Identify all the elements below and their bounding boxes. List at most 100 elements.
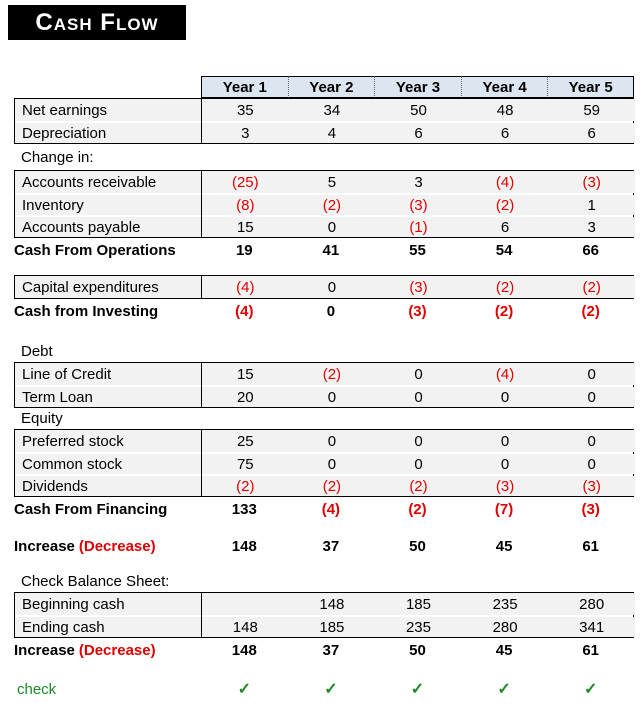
value-cell[interactable]: 3 — [202, 123, 289, 143]
column-header-cell[interactable]: Year 5 — [547, 76, 634, 98]
value-cell[interactable]: 185 — [375, 593, 462, 615]
value-cell[interactable]: 235 — [461, 593, 549, 615]
value-cell[interactable]: (3) — [548, 171, 635, 193]
row-label-cell[interactable]: Dividends — [15, 476, 202, 496]
column-header-cell[interactable]: Year 3 — [374, 76, 461, 98]
value-cell[interactable]: 0 — [375, 430, 462, 452]
column-header-cell[interactable]: Year 2 — [287, 76, 375, 98]
value-cell[interactable]: 235 — [375, 617, 462, 637]
total-label-cell[interactable]: Cash From Financing — [14, 497, 201, 521]
value-cell[interactable]: 0 — [461, 430, 549, 452]
row-label-cell[interactable]: Depreciation — [15, 123, 202, 143]
check-mark-cell[interactable]: ✓ — [374, 677, 461, 701]
total-value-cell[interactable]: 45 — [495, 641, 513, 659]
value-cell[interactable]: (2) — [288, 363, 376, 385]
value-cell[interactable]: 4 — [288, 123, 376, 143]
total-value-cell[interactable]: 45 — [495, 537, 513, 555]
value-cell[interactable]: 0 — [288, 454, 376, 474]
total-value-cell[interactable]: (4) — [321, 500, 341, 518]
total-value-cell[interactable]: 37 — [322, 537, 340, 555]
value-cell[interactable]: (8) — [202, 195, 289, 215]
value-cell[interactable]: 148 — [202, 617, 289, 637]
column-header-cell[interactable]: Year 4 — [460, 76, 548, 98]
value-cell[interactable]: (2) — [375, 476, 462, 496]
value-cell[interactable]: 341 — [548, 617, 635, 637]
value-cell[interactable]: 34 — [288, 99, 376, 121]
total-value-cell[interactable]: (4) — [235, 302, 254, 320]
total-value-cell[interactable]: 50 — [409, 641, 426, 659]
value-cell[interactable]: (3) — [375, 195, 462, 215]
row-label-cell[interactable]: Line of Credit — [15, 363, 202, 385]
section-label-cell[interactable]: Debt — [21, 342, 53, 360]
value-cell[interactable]: 0 — [375, 454, 462, 474]
value-cell[interactable]: (3) — [461, 476, 549, 496]
total-label-cell[interactable]: Increase (Decrease) — [14, 638, 201, 662]
value-cell[interactable]: 20 — [202, 387, 289, 407]
value-cell[interactable]: 0 — [288, 430, 376, 452]
value-cell[interactable]: 280 — [461, 617, 549, 637]
total-value-cell[interactable]: (2) — [408, 500, 427, 518]
value-cell[interactable]: 148 — [288, 593, 376, 615]
value-cell[interactable]: 0 — [461, 387, 549, 407]
total-value-cell[interactable]: (2) — [581, 302, 600, 320]
value-cell[interactable]: 0 — [288, 387, 376, 407]
value-cell[interactable]: 185 — [288, 617, 376, 637]
value-cell[interactable]: (2) — [288, 476, 376, 496]
value-cell[interactable]: 0 — [548, 430, 635, 452]
value-cell[interactable]: 6 — [461, 217, 549, 237]
check-mark-cell[interactable]: ✓ — [201, 677, 288, 701]
total-value-cell[interactable]: 66 — [582, 241, 600, 259]
value-cell[interactable]: 75 — [202, 454, 289, 474]
value-cell[interactable]: (3) — [375, 276, 462, 298]
value-cell[interactable]: 3 — [548, 217, 635, 237]
check-label-cell[interactable]: check — [17, 680, 57, 698]
value-cell[interactable]: 25 — [202, 430, 289, 452]
total-value-cell[interactable]: 61 — [582, 537, 600, 555]
value-cell[interactable] — [202, 593, 289, 615]
row-label-cell[interactable]: Beginning cash — [15, 593, 202, 615]
value-cell[interactable]: 3 — [375, 171, 462, 193]
value-cell[interactable]: 35 — [202, 99, 289, 121]
total-value-cell[interactable]: 0 — [326, 302, 336, 320]
value-cell[interactable]: 280 — [548, 593, 635, 615]
total-value-cell[interactable]: 54 — [495, 241, 513, 259]
total-label-cell[interactable]: Increase (Decrease) — [14, 534, 201, 558]
total-value-cell[interactable]: 61 — [582, 641, 600, 659]
value-cell[interactable]: 5 — [288, 171, 376, 193]
section-label-cell[interactable]: Change in: — [21, 148, 94, 166]
value-cell[interactable]: 0 — [548, 454, 635, 474]
row-label-cell[interactable]: Preferred stock — [15, 430, 202, 452]
total-value-cell[interactable]: (3) — [408, 302, 427, 320]
value-cell[interactable]: 50 — [375, 99, 462, 121]
value-cell[interactable]: 1 — [548, 195, 635, 215]
section-label-cell[interactable]: Equity — [21, 410, 63, 427]
value-cell[interactable]: (4) — [202, 276, 289, 298]
total-value-cell[interactable]: (7) — [494, 500, 514, 518]
total-value-cell[interactable]: 133 — [231, 500, 257, 518]
value-cell[interactable]: (4) — [461, 363, 549, 385]
total-value-cell[interactable]: 148 — [231, 641, 257, 659]
row-label-cell[interactable]: Inventory — [15, 195, 202, 215]
section-label-cell[interactable]: Check Balance Sheet: — [21, 572, 170, 590]
value-cell[interactable]: 0 — [548, 363, 635, 385]
value-cell[interactable]: 15 — [202, 217, 289, 237]
value-cell[interactable]: 0 — [461, 454, 549, 474]
value-cell[interactable]: 0 — [375, 387, 462, 407]
value-cell[interactable]: (1) — [375, 217, 462, 237]
value-cell[interactable]: 0 — [548, 387, 635, 407]
value-cell[interactable]: (2) — [548, 276, 635, 298]
value-cell[interactable]: (25) — [202, 171, 289, 193]
total-value-cell[interactable]: 50 — [409, 537, 426, 555]
row-label-cell[interactable]: Common stock — [15, 454, 202, 474]
value-cell[interactable]: (2) — [461, 276, 549, 298]
check-mark-cell[interactable]: ✓ — [461, 677, 548, 701]
total-value-cell[interactable]: 55 — [409, 241, 426, 259]
value-cell[interactable]: 15 — [202, 363, 289, 385]
value-cell[interactable]: 0 — [375, 363, 462, 385]
value-cell[interactable]: (4) — [461, 171, 549, 193]
total-value-cell[interactable]: (3) — [581, 500, 600, 518]
total-label-cell[interactable]: Cash From Operations — [14, 238, 201, 262]
check-mark-cell[interactable]: ✓ — [547, 677, 634, 701]
column-header-cell[interactable]: Year 1 — [201, 76, 288, 98]
value-cell[interactable]: 0 — [288, 217, 376, 237]
